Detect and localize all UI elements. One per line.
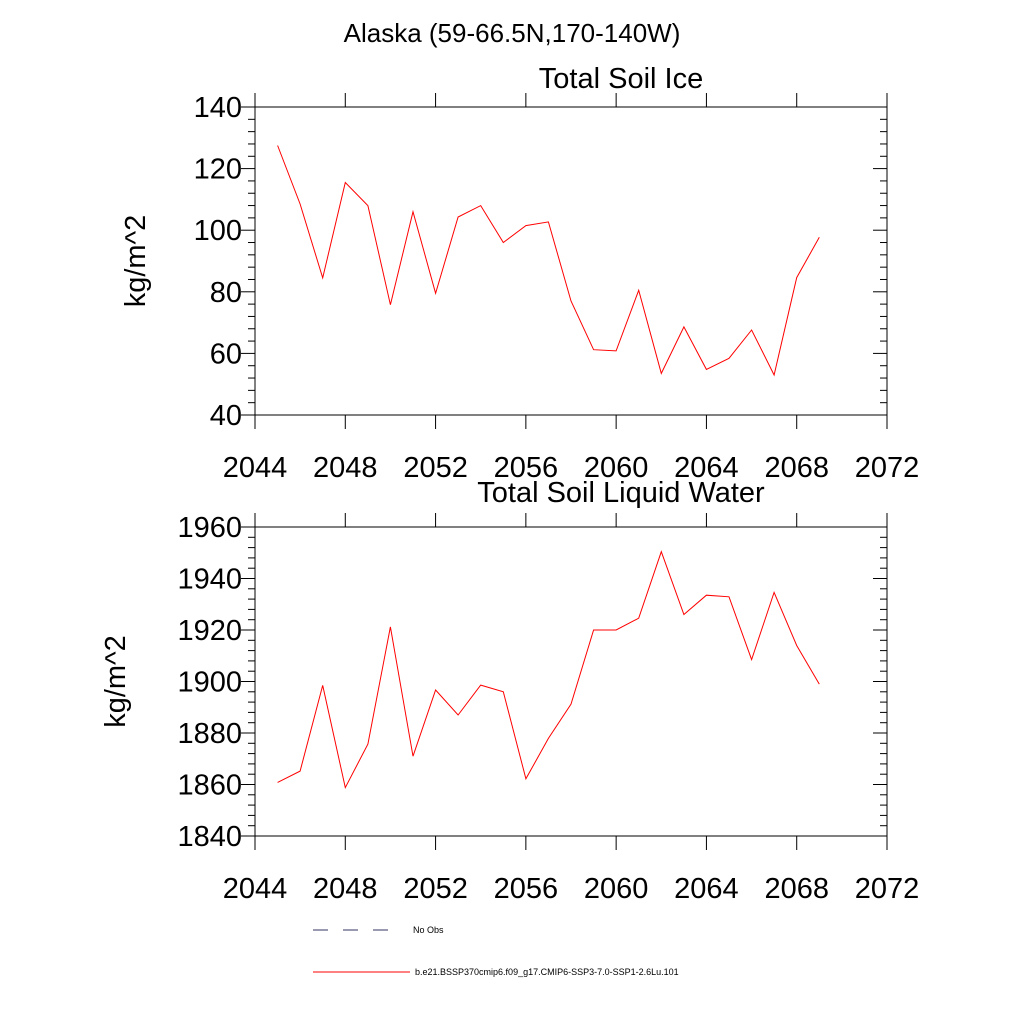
soil-ice-y-tick-label: 80	[210, 277, 242, 309]
soil-liquid-y-tick-label: 1940	[177, 564, 242, 596]
main-title: Alaska (59-66.5N,170-140W)	[344, 18, 681, 48]
soil-ice-y-tick-label: 40	[210, 400, 242, 432]
soil-liquid-x-tick-label: 2072	[855, 873, 920, 905]
soil-ice-x-tick-label: 2060	[584, 452, 649, 484]
soil-liquid-x-tick-label: 2060	[584, 873, 649, 905]
soil-liquid-y-axis-label: kg/m^2	[100, 635, 132, 728]
soil-liquid-y-tick-label: 1860	[177, 770, 242, 802]
soil-ice-plot-frame	[254, 106, 888, 416]
soil-liquid-series-line	[277, 550, 820, 790]
soil-ice-y-tick-label: 140	[194, 92, 242, 124]
legend-label-no-obs: No Obs	[413, 925, 444, 935]
soil-liquid-y-tick-label: 1880	[177, 718, 242, 750]
soil-ice-title: Total Soil Ice	[539, 63, 703, 95]
soil-ice-x-tick-label: 2044	[223, 452, 288, 484]
soil-liquid-x-tick-label: 2048	[313, 873, 378, 905]
soil-ice-y-tick-label: 60	[210, 338, 242, 370]
soil-ice-y-tick-label: 120	[194, 154, 242, 186]
soil-ice-x-tick-label: 2056	[494, 452, 559, 484]
soil-liquid-x-tick-label: 2068	[764, 873, 829, 905]
soil-liquid-x-tick-label: 2044	[223, 873, 288, 905]
soil-ice-y-axis-label: kg/m^2	[120, 215, 152, 308]
soil-ice-x-tick-label: 2072	[855, 452, 920, 484]
soil-liquid-y-tick-label: 1960	[177, 512, 242, 544]
soil-liquid-x-tick-label: 2064	[674, 873, 739, 905]
soil-ice-x-tick-label: 2064	[674, 452, 739, 484]
soil-liquid-x-tick-label: 2052	[403, 873, 468, 905]
legend-label-model-run: b.e21.BSSP370cmip6.f09_g17.CMIP6-SSP3-7.…	[415, 967, 679, 977]
soil-ice-y-tick-label: 100	[194, 215, 242, 247]
legend: No Obs b.e21.BSSP370cmip6.f09_g17.CMIP6-…	[313, 925, 679, 977]
soil-liquid-y-tick-label: 1900	[177, 667, 242, 699]
soil-ice-x-tick-label: 2068	[764, 452, 829, 484]
soil-ice-x-tick-label: 2052	[403, 452, 468, 484]
soil-liquid-y-tick-label: 1920	[177, 615, 242, 647]
soil-ice-x-tick-label: 2048	[313, 452, 378, 484]
soil-liquid-plot-frame	[254, 526, 888, 837]
soil-ice-panel: Total Soil Ice 2044 2048 2052 2056 2060 2064 20…	[120, 63, 919, 484]
soil-liquid-title: Total Soil Liquid Water	[477, 477, 765, 509]
soil-ice-series-line	[277, 145, 820, 377]
soil-liquid-panel: Total Soil Liquid Water 2044 2048 2052 2056 2…	[100, 477, 919, 905]
soil-liquid-x-tick-label: 2056	[494, 873, 559, 905]
soil-liquid-y-tick-label: 1840	[177, 821, 242, 853]
